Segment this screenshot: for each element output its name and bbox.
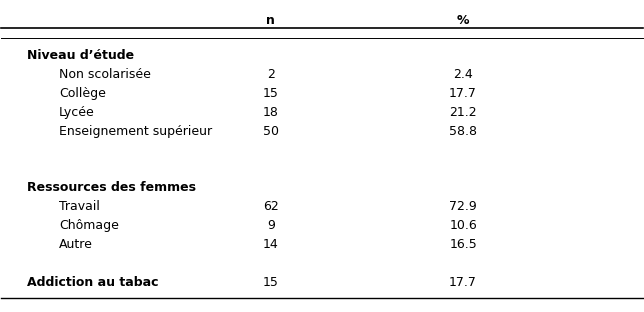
Text: Lycée: Lycée (59, 106, 95, 119)
Text: 15: 15 (263, 276, 279, 289)
Text: 50: 50 (263, 125, 279, 138)
Text: Niveau d’étude: Niveau d’étude (27, 49, 134, 62)
Text: 15: 15 (263, 87, 279, 100)
Text: Travail: Travail (59, 200, 100, 213)
Text: Chômage: Chômage (59, 219, 119, 232)
Text: 14: 14 (263, 238, 279, 251)
Text: 17.7: 17.7 (449, 87, 477, 100)
Text: 62: 62 (263, 200, 279, 213)
Text: Collège: Collège (59, 87, 106, 100)
Text: 72.9: 72.9 (450, 200, 477, 213)
Text: Autre: Autre (59, 238, 93, 251)
Text: Ressources des femmes: Ressources des femmes (27, 181, 196, 194)
Text: 2.4: 2.4 (453, 68, 473, 81)
Text: 58.8: 58.8 (449, 125, 477, 138)
Text: 2: 2 (267, 68, 274, 81)
Text: 17.7: 17.7 (449, 276, 477, 289)
Text: 18: 18 (263, 106, 279, 119)
Text: n: n (266, 14, 275, 27)
Text: 9: 9 (267, 219, 274, 232)
Text: Enseignement supérieur: Enseignement supérieur (59, 125, 213, 138)
Text: Non scolarisée: Non scolarisée (59, 68, 151, 81)
Text: 10.6: 10.6 (450, 219, 477, 232)
Text: 21.2: 21.2 (450, 106, 477, 119)
Text: %: % (457, 14, 469, 27)
Text: 16.5: 16.5 (450, 238, 477, 251)
Text: Addiction au tabac: Addiction au tabac (27, 276, 158, 289)
